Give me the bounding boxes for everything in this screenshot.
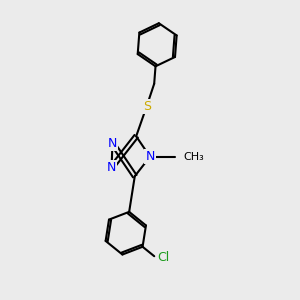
Text: N: N (107, 161, 116, 174)
Text: CH₃: CH₃ (183, 152, 204, 162)
Text: N: N (145, 150, 155, 163)
Text: Cl: Cl (157, 251, 170, 264)
Text: N: N (108, 136, 117, 150)
Text: S: S (143, 100, 151, 113)
